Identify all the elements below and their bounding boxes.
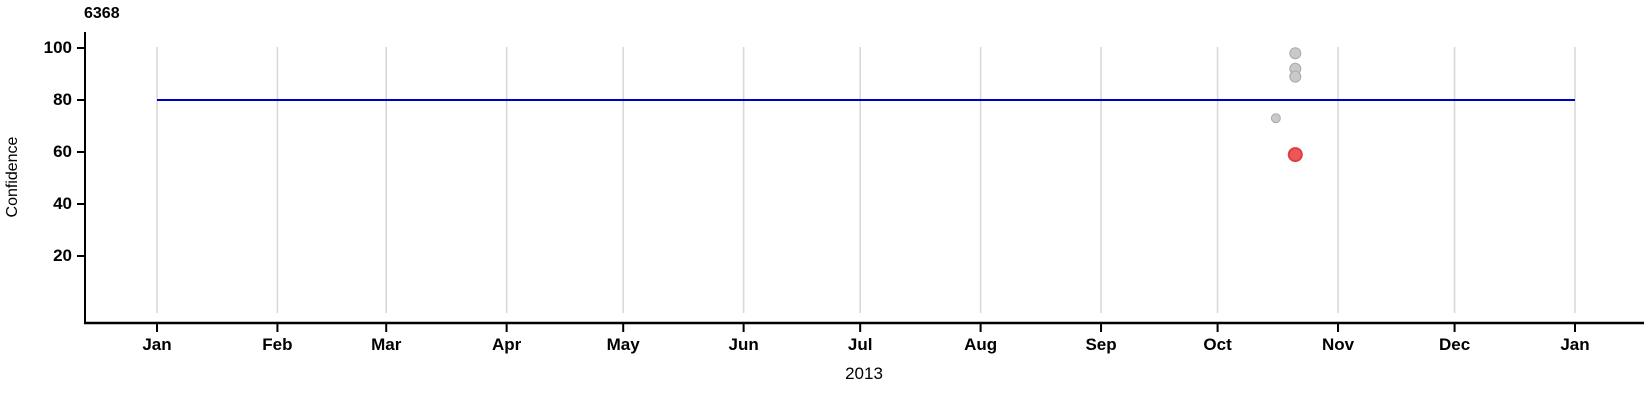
x-tick-label: Jan bbox=[1560, 335, 1590, 354]
y-tick-label: 100 bbox=[43, 38, 72, 57]
scatter-point-highlighted[interactable] bbox=[1287, 147, 1303, 163]
x-tick-label: Oct bbox=[1203, 335, 1232, 354]
x-tick-label: Jan bbox=[142, 335, 172, 354]
x-tick-label: May bbox=[606, 335, 640, 354]
y-tick-label: 20 bbox=[53, 246, 72, 265]
chart-title: 6368 bbox=[84, 5, 120, 22]
x-tick-label: Jul bbox=[847, 335, 873, 354]
x-tick-label: Apr bbox=[492, 335, 522, 354]
y-tick-label: 40 bbox=[53, 194, 72, 213]
x-tick-label: Dec bbox=[1438, 335, 1471, 354]
scatter-point[interactable] bbox=[1270, 113, 1281, 124]
x-axis-title: 2013 bbox=[845, 364, 883, 383]
y-tick-label: 80 bbox=[53, 90, 72, 109]
x-tick-label: Nov bbox=[1321, 335, 1355, 354]
scatter-point[interactable] bbox=[1289, 47, 1302, 60]
x-tick-label: Mar bbox=[371, 335, 402, 354]
x-tick-label: Jun bbox=[728, 335, 759, 354]
scatter-point[interactable] bbox=[1289, 70, 1302, 83]
x-tick-label: Sep bbox=[1085, 335, 1117, 354]
y-tick-label: 60 bbox=[53, 142, 72, 161]
x-tick-label: Aug bbox=[964, 335, 998, 354]
x-tick-label: Feb bbox=[262, 335, 293, 354]
